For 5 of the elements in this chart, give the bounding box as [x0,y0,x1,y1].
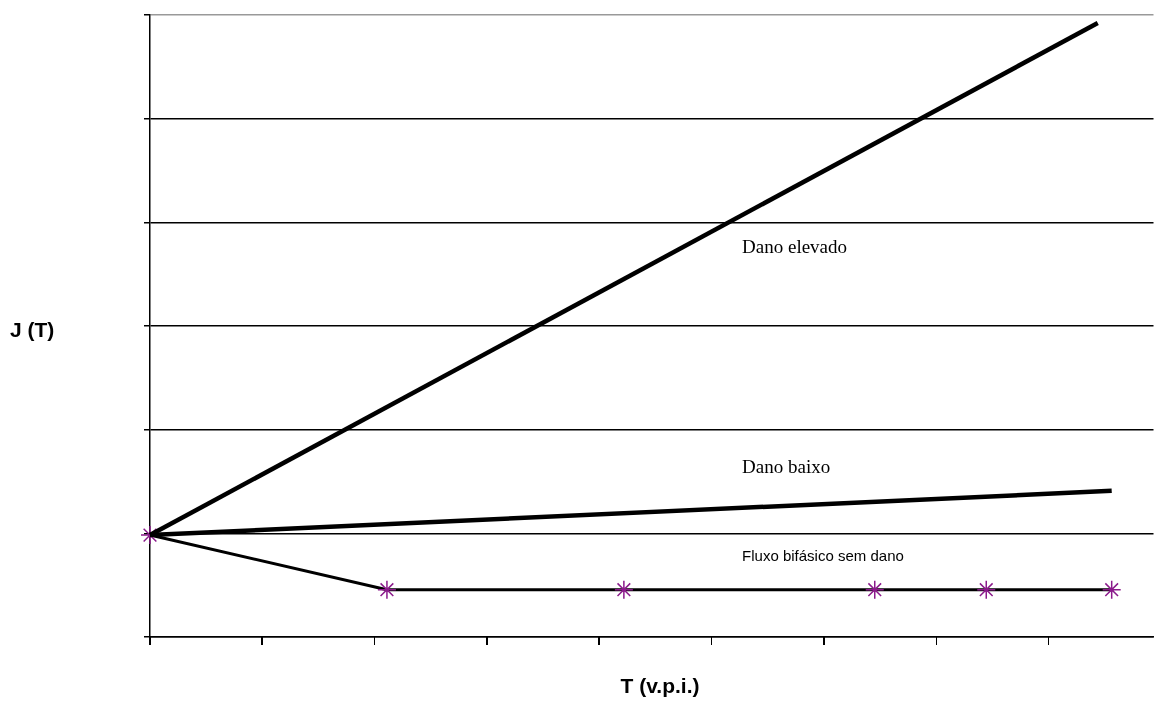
y-axis-title: J (T) [10,318,55,342]
series-label: Dano baixo [742,455,831,477]
x-axis-title: T (v.p.i.) [619,674,701,698]
series-label: Dano elevado [742,236,848,258]
series-label: Fluxo bifásico sem dano [742,546,904,564]
